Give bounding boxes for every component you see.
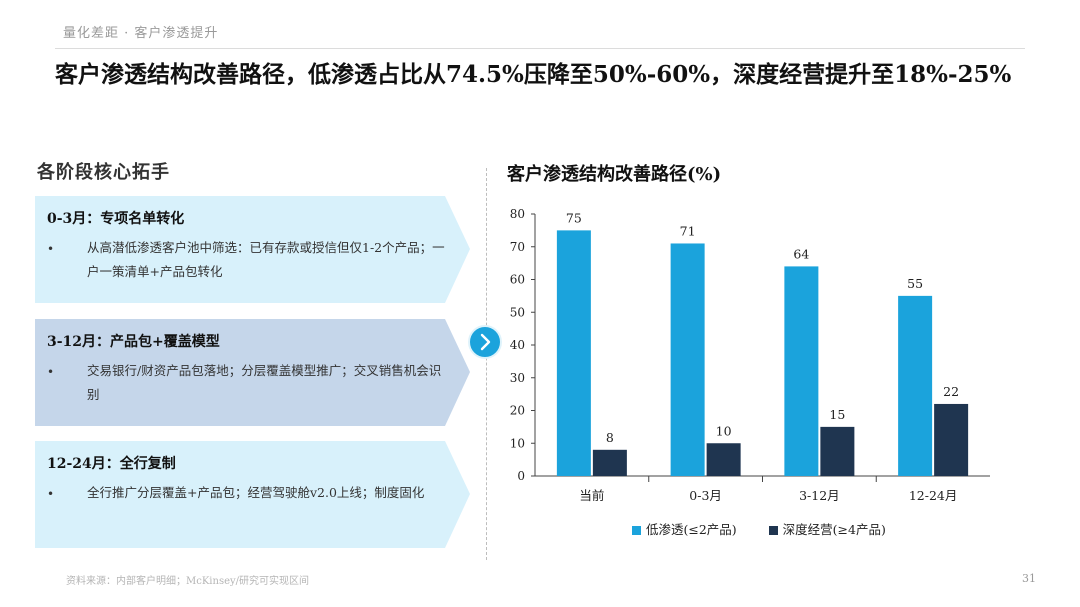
stage-title: 3-12月：产品包+覆盖模型	[47, 334, 220, 350]
vertical-divider	[486, 168, 487, 560]
y-tick-label: 0	[517, 469, 525, 483]
legend-item-low-penetration: 低渗透(≤2产品)	[632, 519, 737, 538]
stage-panel-bg	[35, 319, 470, 426]
data-label: 22	[943, 384, 959, 399]
top-divider	[55, 48, 1025, 49]
y-tick-label: 60	[510, 273, 525, 287]
bullet-dot: •	[47, 487, 55, 501]
stage-panel-bg	[35, 196, 470, 303]
stage-panel-shape	[35, 196, 470, 303]
y-tick-label: 80	[510, 207, 525, 221]
stage-panel-shape	[35, 441, 470, 548]
bar-chart: 0 10 20 30 40 50 60 70 80 当前 75 8 0-3月 71 10 3-12月 64 15 1…	[510, 207, 990, 503]
bar-low-penetration	[898, 295, 933, 476]
bullet-dot: •	[47, 242, 55, 256]
y-tick-label: 30	[510, 371, 525, 385]
stage-panel-1: 0-3月：专项名单转化 • 从高潜低渗透客户池中筛选：已有存款或授信但仅1-2个…	[35, 196, 470, 303]
chart-legend: 低渗透(≤2产品) 深度经营(≥4产品)	[632, 519, 914, 538]
bullet-dot: •	[47, 365, 55, 379]
stage-text: 全行推广分层覆盖+产品包；经营驾驶舱v2.0上线；制度固化	[87, 485, 425, 500]
bar-low-penetration	[670, 243, 705, 476]
stage-panel-bg	[35, 441, 470, 548]
data-label: 10	[716, 423, 732, 438]
data-label: 64	[793, 246, 809, 261]
legend-label: 深度经营(≥4产品)	[782, 522, 886, 537]
data-label: 15	[829, 407, 845, 422]
bar-deep-operation	[934, 403, 969, 476]
page-number: 31	[1022, 572, 1036, 585]
x-category-label: 3-12月	[799, 488, 840, 503]
data-label: 75	[566, 210, 582, 225]
stage-panel-shape	[35, 319, 470, 426]
chart-title: 客户渗透结构改善路径(%)	[507, 164, 722, 185]
stage-text: 从高潜低渗透客户池中筛选：已有存款或授信但仅1-2个产品；一户一策清单+产品包转…	[87, 240, 445, 279]
stage-text: 交易银行/财资产品包落地；分层覆盖模型推广；交叉销售机会识别	[87, 363, 442, 402]
bar-low-penetration	[556, 230, 591, 476]
x-category-label: 当前	[579, 488, 604, 503]
y-tick-label: 20	[510, 404, 525, 418]
stage-panel-2: 3-12月：产品包+覆盖模型 • 交易银行/财资产品包落地；分层覆盖模型推广；交…	[35, 319, 470, 426]
legend-item-deep-operation: 深度经营(≥4产品)	[768, 519, 886, 538]
section-title: 各阶段核心拓手	[37, 162, 170, 183]
bar-deep-operation	[820, 426, 855, 476]
x-category-label: 12-24月	[909, 488, 958, 503]
y-tick-label: 10	[510, 436, 525, 450]
bar-low-penetration	[784, 266, 819, 476]
legend-swatch	[768, 526, 778, 535]
data-label: 71	[680, 223, 696, 238]
y-tick-label: 40	[510, 338, 525, 352]
stage-panel-3: 12-24月：全行复制 • 全行推广分层覆盖+产品包；经营驾驶舱v2.0上线；制…	[35, 441, 470, 548]
legend-swatch	[632, 526, 641, 535]
bar-deep-operation	[592, 449, 627, 476]
source-note: 资料来源：内部客户明细；McKinsey/研究可实现区间	[66, 576, 310, 587]
chevron-right-icon	[480, 333, 491, 351]
page-title: 客户渗透结构改善路径，低渗透占比从74.5%压降至50%-60%，深度经营提升至…	[55, 61, 1012, 88]
breadcrumb: 量化差距 · 客户渗透提升	[63, 26, 219, 41]
stage-title: 12-24月：全行复制	[47, 456, 176, 472]
y-tick-label: 50	[510, 305, 525, 319]
x-category-label: 0-3月	[689, 488, 722, 503]
data-label: 8	[606, 430, 614, 445]
bar-deep-operation	[706, 443, 741, 476]
next-arrow-button	[468, 325, 502, 359]
y-tick-label: 70	[510, 240, 525, 254]
stage-title: 0-3月：专项名单转化	[47, 211, 185, 227]
legend-label: 低渗透(≤2产品)	[646, 522, 737, 537]
data-label: 55	[907, 276, 923, 291]
